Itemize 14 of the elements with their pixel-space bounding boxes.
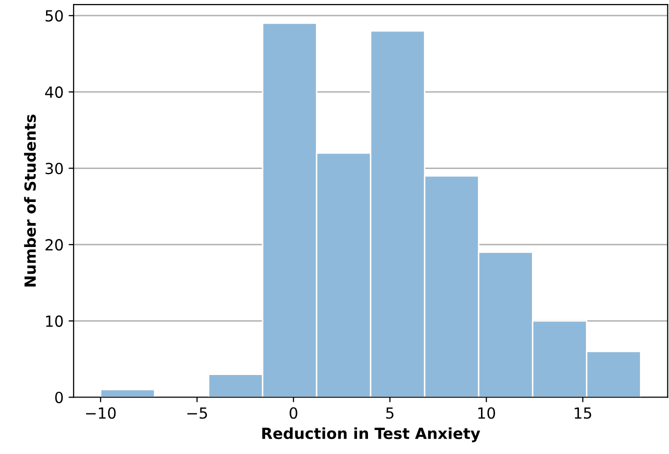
x-tick-label: 0 xyxy=(290,407,298,419)
y-axis-title: Number of Students xyxy=(24,114,36,286)
y-tick-label: 20 xyxy=(46,239,63,251)
y-tick-label: 10 xyxy=(46,315,63,327)
x-tick-label: −5 xyxy=(187,407,207,419)
x-axis-title: Reduction in Test Anxiety xyxy=(262,427,480,442)
y-tick-label: 50 xyxy=(46,10,63,22)
y-tick-label: 0 xyxy=(55,392,63,404)
y-tick-label: 40 xyxy=(45,86,63,98)
x-tick-label: 5 xyxy=(386,407,394,419)
x-tick-label: −10 xyxy=(86,407,116,419)
x-tick-label: 15 xyxy=(574,407,592,419)
y-tick-label: 30 xyxy=(46,162,63,174)
x-tick-label: 10 xyxy=(478,407,496,419)
